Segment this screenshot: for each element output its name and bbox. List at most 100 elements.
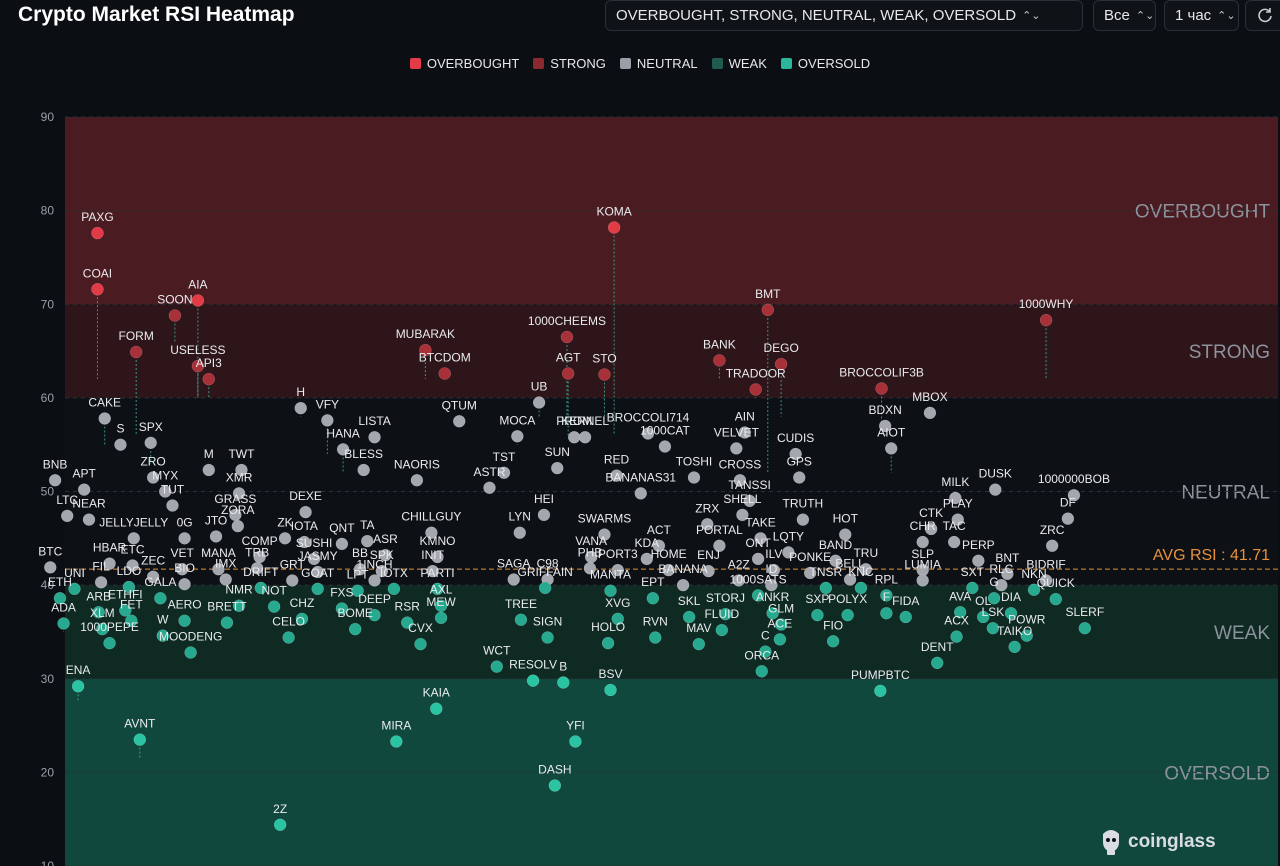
point-label: JELLYJELLY — [99, 515, 168, 529]
point-jasmy — [311, 565, 324, 579]
point-label: ZEC — [141, 554, 165, 568]
point-label: SIGN — [533, 615, 562, 629]
point-label: LQTY — [773, 529, 804, 543]
point-dash — [548, 779, 562, 792]
category-filter-select[interactable]: OVERBOUGHT, STRONG, NEUTRAL, WEAK, OVERS… — [605, 0, 1083, 31]
point-label: FET — [120, 598, 143, 612]
point-label: 1000CAT — [640, 424, 690, 438]
point-label: USELESS — [170, 343, 225, 357]
legend-item-neutral[interactable]: NEUTRAL — [619, 56, 698, 71]
point-mana — [212, 562, 225, 576]
point-rvn — [649, 631, 662, 644]
point-label: H — [296, 385, 305, 399]
point-label: SUN — [545, 445, 570, 459]
point-label: POLYX — [828, 592, 867, 606]
point-label: BROCCOLI714 — [607, 410, 690, 424]
point-chr — [916, 535, 929, 549]
point-brett — [220, 616, 234, 629]
chart-legend: OVERBOUGHT STRONG NEUTRAL WEAK OVERSOLD — [0, 56, 1280, 71]
point-lista — [368, 430, 381, 444]
point-lsk — [986, 621, 1000, 635]
legend-swatch — [780, 58, 792, 69]
point-label: TUT — [161, 483, 185, 497]
point-label: LDO — [117, 564, 142, 578]
point-label: GRT — [280, 557, 306, 571]
point-label: ETC — [121, 542, 145, 556]
point-quick — [1049, 592, 1063, 606]
point-label: SLP — [911, 547, 934, 561]
point-pumpbtc — [874, 684, 887, 698]
point-mubarak — [419, 343, 432, 357]
point-label: BROCCOLIF3B — [839, 366, 924, 380]
point-ponke — [803, 566, 817, 580]
point-label: MILK — [941, 475, 969, 489]
point-hot — [838, 528, 852, 541]
point-1000sats — [751, 589, 765, 602]
point-label: AGT — [556, 351, 581, 365]
point-label: TRB — [245, 545, 269, 559]
point-label: 1000PEPE — [80, 620, 139, 634]
point-trb — [250, 562, 264, 575]
legend-item-strong[interactable]: STRONG — [533, 56, 606, 71]
point-label: 1000WHY — [1019, 297, 1074, 311]
point-label: VANA — [575, 534, 607, 548]
point-xlm — [96, 622, 109, 636]
point-label: NMR — [225, 583, 253, 597]
point-lyn — [513, 526, 526, 539]
point-xmr — [232, 487, 246, 500]
point-sushi — [307, 552, 321, 566]
refresh-button[interactable] — [1245, 0, 1280, 31]
point-1000cheems — [560, 330, 574, 344]
point-dusk — [989, 483, 1002, 496]
point-label: TRU — [853, 546, 878, 560]
point-label: C98 — [537, 557, 559, 571]
y-tick-label: 40 — [41, 578, 55, 592]
point-mew — [434, 611, 448, 625]
legend-item-overbought[interactable]: OVERBOUGHT — [409, 56, 520, 71]
point-label: AXL — [430, 583, 453, 597]
point-tree — [514, 613, 528, 627]
point-label: C — [761, 629, 770, 643]
point-bless — [357, 463, 370, 477]
point-label: ZRC — [1040, 523, 1065, 537]
point-label: XVG — [605, 596, 630, 610]
band-label-weak: WEAK — [1214, 623, 1270, 644]
point-label: LPT — [347, 568, 370, 582]
point-aero — [178, 614, 191, 627]
legend-item-oversold[interactable]: OVERSOLD — [780, 56, 870, 71]
point-label: GLM — [768, 601, 794, 615]
coinglass-logo-icon — [1103, 830, 1119, 855]
point-label: BSV — [598, 667, 622, 681]
band-oversold — [65, 678, 1278, 866]
point-dexe — [299, 505, 312, 519]
legend-label: OVERBOUGHT — [426, 56, 520, 71]
point-2z — [273, 818, 287, 832]
point-label: CUDIS — [777, 431, 814, 445]
point-label: ASR — [373, 532, 398, 546]
period-select[interactable]: 1 час ⌃⌄ — [1164, 0, 1239, 31]
point-label: QTUM — [442, 398, 477, 412]
scope-select[interactable]: Все ⌃⌄ — [1093, 0, 1156, 31]
point-label: MUBARAK — [396, 327, 455, 341]
point-label: TAC — [943, 519, 966, 533]
point-label: 1000000BOB — [1038, 472, 1110, 486]
point-ub — [532, 396, 546, 409]
point-port3 — [611, 563, 625, 577]
point-gps — [793, 471, 806, 484]
point-label: HOLO — [591, 620, 625, 634]
point-parti — [431, 582, 444, 596]
point-label: 2Z — [273, 802, 287, 816]
point-resolv — [526, 674, 540, 687]
point-label: ADA — [51, 601, 76, 615]
point-sxt — [966, 581, 979, 595]
point-label: CHR — [910, 519, 936, 533]
point-init — [426, 564, 439, 578]
point-label: TRUTH — [783, 497, 824, 511]
point-kda — [640, 552, 654, 566]
legend-item-weak[interactable]: WEAK — [711, 56, 767, 71]
point-label: INIT — [421, 548, 444, 562]
point-label: YFI — [566, 718, 585, 732]
point-label: ORCA — [744, 648, 779, 662]
point-g — [987, 591, 1001, 605]
point-label: GRIFFAIN — [517, 565, 572, 579]
